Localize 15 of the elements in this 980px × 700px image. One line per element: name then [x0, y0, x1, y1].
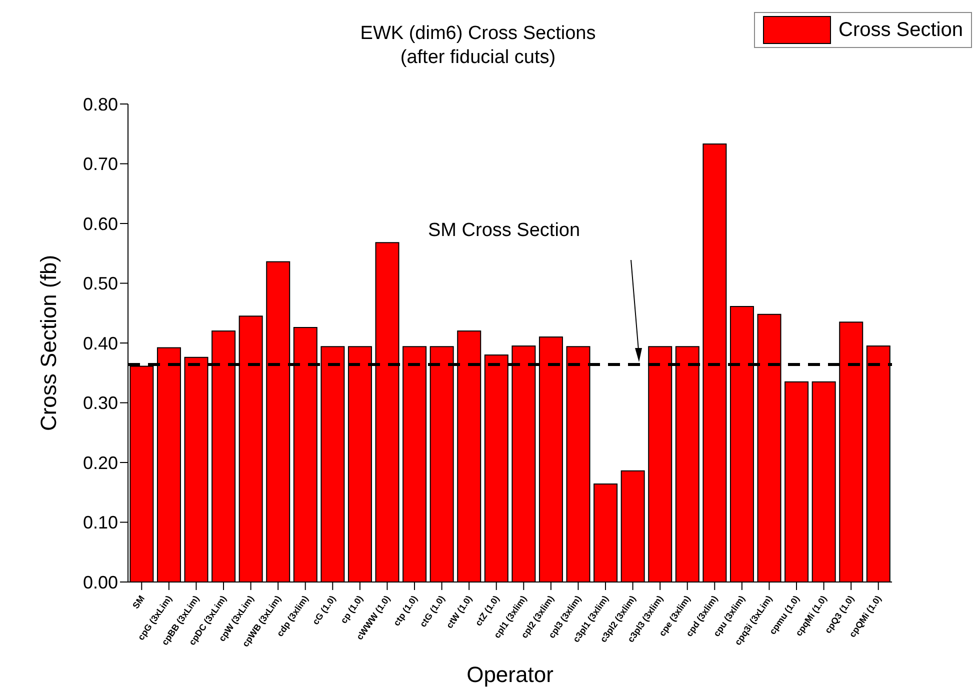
chart-title: EWK (dim6) Cross Sections (after fiducial cuts): [359, 22, 597, 70]
y-tick-label: 0.70: [82, 154, 118, 174]
y-tick-label: 0.80: [82, 94, 118, 114]
y-tick-label: 0.50: [82, 274, 118, 294]
y-axis-title: Cross Section (fb): [36, 254, 61, 432]
y-tick-label: 0.60: [82, 214, 118, 234]
annotation: SM Cross Section: [428, 220, 580, 242]
y-tick-label: 0.10: [82, 512, 118, 533]
y-tick-label: 0.30: [82, 393, 118, 414]
x-axis-title: Operator: [466, 662, 554, 687]
legend-label: Cross Section: [838, 18, 963, 42]
y-tick-label: 0.20: [82, 452, 118, 473]
y-tick-label: 0.00: [82, 572, 118, 592]
y-tick-label: 0.40: [82, 333, 118, 354]
x-tick-label: SM: [130, 594, 147, 610]
